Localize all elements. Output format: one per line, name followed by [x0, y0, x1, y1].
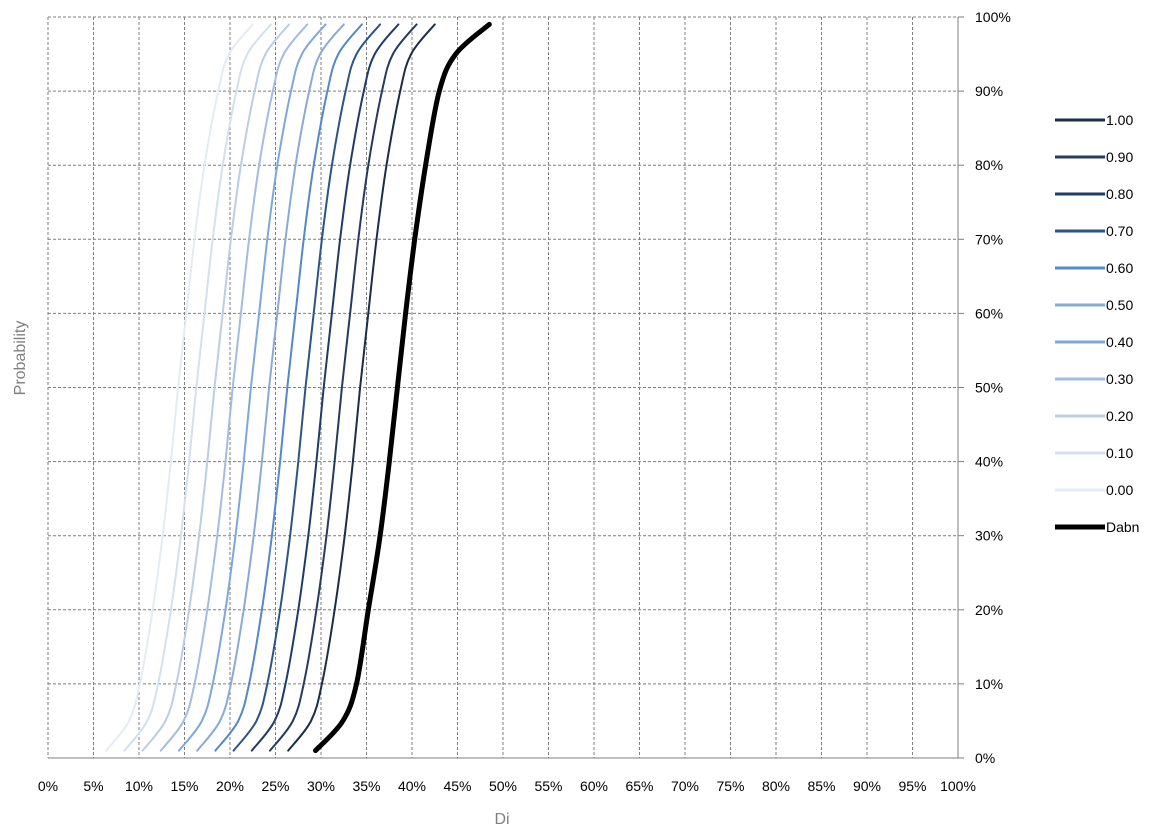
legend-label-0-30: 0.30 [1106, 371, 1133, 387]
y-tick-label: 40% [975, 454, 1003, 470]
y-tick-label: 100% [975, 9, 1011, 25]
legend-label-0-90: 0.90 [1106, 149, 1133, 165]
legend-label-0-50: 0.50 [1106, 297, 1133, 313]
y-tick-label: 80% [975, 157, 1003, 173]
legend-label-dabn: Dabn [1106, 519, 1139, 535]
series-line-0-20 [141, 23, 291, 752]
legend-label-0-10: 0.10 [1106, 445, 1133, 461]
axes: 0% 5% 10% 15% 20% 25% 30% 35% 40% 45% 50% 55% 60% 65%… [38, 9, 1011, 794]
y-tick-label: 90% [975, 83, 1003, 99]
x-tick-label: 30% [307, 778, 335, 794]
series-line-0-40 [178, 23, 327, 752]
legend: 1.00 0.90 0.80 0.70 0.60 0.50 0.40 0.30 0.20 0.10… [1055, 112, 1139, 535]
x-tick-label: 40% [398, 778, 426, 794]
series-line-0-50 [196, 23, 345, 752]
x-axis-title: Di [494, 811, 509, 828]
legend-label-0-60: 0.60 [1106, 260, 1133, 276]
legend-label-0-20: 0.20 [1106, 408, 1133, 424]
legend-label-0-40: 0.40 [1106, 334, 1133, 350]
series-line-0-90 [269, 23, 418, 752]
legend-label-0-80: 0.80 [1106, 186, 1133, 202]
x-tick-label: 25% [261, 778, 289, 794]
x-tick-label: 80% [762, 778, 790, 794]
x-tick-label: 15% [170, 778, 198, 794]
y-tick-label: 70% [975, 231, 1003, 247]
y-axis-title: Probability [12, 321, 29, 396]
series-line-0-30 [159, 23, 309, 752]
series-line-0-70 [232, 23, 382, 752]
y-tick-label: 10% [975, 676, 1003, 692]
series-line-0-10 [123, 23, 272, 752]
legend-label-0-70: 0.70 [1106, 223, 1133, 239]
legend-label-0-00: 0.00 [1106, 482, 1133, 498]
x-tick-label: 20% [216, 778, 244, 794]
x-tick-label: 85% [807, 778, 835, 794]
series-line-0-60 [214, 23, 363, 752]
x-tick-label: 5% [83, 778, 103, 794]
series-line-dabn [313, 21, 492, 754]
y-tick-label: 60% [975, 305, 1003, 321]
y-tick-label: 30% [975, 528, 1003, 544]
x-tick-label: 45% [443, 778, 471, 794]
y-tick-label: 20% [975, 602, 1003, 618]
x-tick-label: 55% [534, 778, 562, 794]
x-tick-label: 90% [853, 778, 881, 794]
x-tick-label: 75% [716, 778, 744, 794]
x-tick-label: 60% [580, 778, 608, 794]
x-tick-label: 10% [125, 778, 153, 794]
y-tick-label: 50% [975, 380, 1003, 396]
x-tick-label: 0% [38, 778, 58, 794]
x-tick-label: 35% [352, 778, 380, 794]
series-lines [105, 21, 492, 754]
grid [47, 16, 959, 759]
series-line-1-00 [287, 23, 436, 752]
x-tick-label: 50% [489, 778, 517, 794]
series-line-0-80 [250, 23, 400, 752]
legend-label-1-00: 1.00 [1106, 112, 1133, 128]
y-tick-label: 0% [975, 750, 995, 766]
x-tick-label: 95% [898, 778, 926, 794]
series-line-0-00 [105, 23, 254, 752]
x-tick-label: 65% [625, 778, 653, 794]
x-tick-label: 100% [940, 778, 976, 794]
x-tick-label: 70% [671, 778, 699, 794]
